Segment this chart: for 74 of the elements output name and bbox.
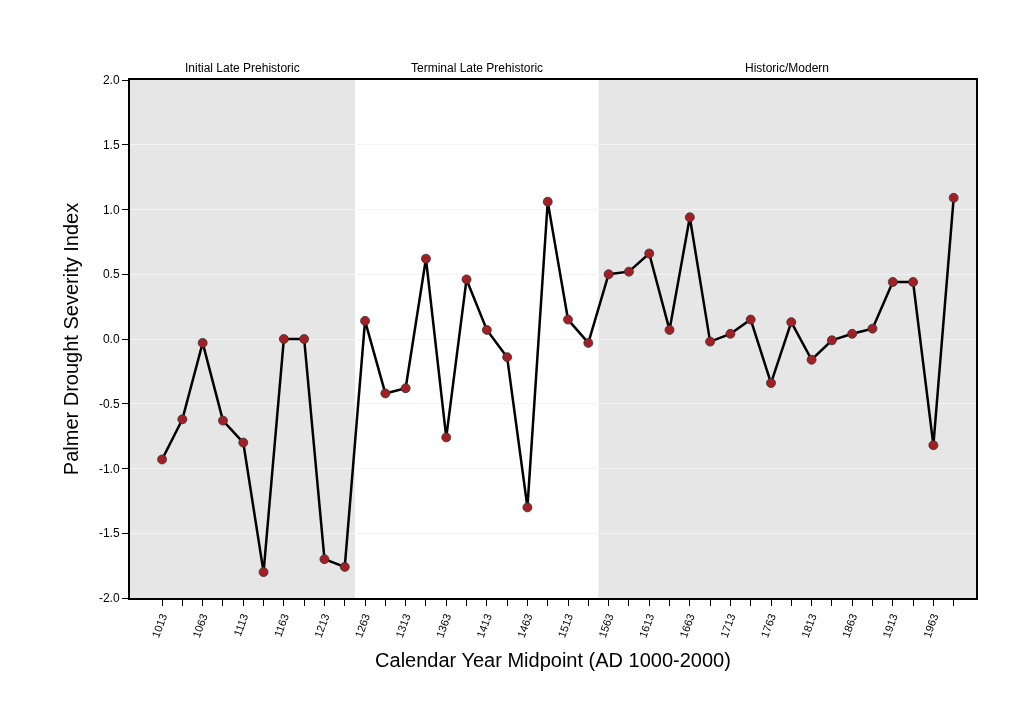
point <box>826 335 837 346</box>
x-tick-label: 1613 <box>636 612 657 640</box>
x-tick-label: 1913 <box>880 612 900 640</box>
point <box>360 315 370 326</box>
point <box>928 440 939 451</box>
point <box>766 378 776 388</box>
point <box>867 323 878 334</box>
point <box>603 269 614 280</box>
band-label: Initial Late Prehistoric <box>185 61 300 75</box>
x-tick-label: 1063 <box>190 612 210 640</box>
x-tick-label: 1413 <box>474 612 494 640</box>
point <box>522 502 533 513</box>
y-axis-title: Palmer Drought Severity Index <box>59 202 82 476</box>
x-tick-label: 1713 <box>717 612 738 640</box>
x-tick-label: 1013 <box>149 612 170 640</box>
point <box>238 437 249 448</box>
point <box>339 562 350 572</box>
point <box>745 314 756 325</box>
point <box>177 414 188 425</box>
x-tick-label: 1163 <box>271 612 291 639</box>
point <box>319 554 330 565</box>
point <box>157 454 167 465</box>
point <box>684 212 695 223</box>
x-tick-label: 1313 <box>393 612 413 640</box>
point <box>461 274 472 285</box>
y-tick-label: 2.0 <box>102 73 120 88</box>
point <box>887 277 898 287</box>
x-tick-label: 1863 <box>839 612 860 640</box>
x-tick-label: 1363 <box>433 612 454 640</box>
y-tick-label: 0.0 <box>102 332 120 347</box>
point <box>786 317 797 328</box>
x-tick-label: 1813 <box>798 612 819 640</box>
point <box>400 383 411 394</box>
x-tick-label: 1563 <box>596 612 616 640</box>
point <box>421 253 431 264</box>
point <box>705 336 715 347</box>
point <box>258 567 269 577</box>
point <box>380 388 391 399</box>
point <box>664 325 675 335</box>
x-tick-label: 1763 <box>758 612 779 640</box>
point <box>278 334 289 344</box>
point <box>948 192 959 203</box>
point <box>847 328 858 339</box>
point <box>218 415 228 426</box>
point <box>583 337 594 348</box>
y-tick-label: -0.5 <box>98 396 120 411</box>
point <box>725 328 736 339</box>
y-tick-label: -1.0 <box>98 461 120 476</box>
point <box>299 334 310 344</box>
band-label: Historic/Modern <box>745 61 830 75</box>
point <box>644 248 655 259</box>
y-tick-label: -1.5 <box>98 526 120 541</box>
x-tick-label: 1213 <box>311 612 332 640</box>
x-axis-title: Calendar Year Midpoint (AD 1000-2000) <box>375 649 731 672</box>
x-tick-label: 1513 <box>555 612 576 640</box>
y-tick-label: 1.0 <box>102 202 120 217</box>
point <box>908 277 918 287</box>
point <box>441 432 452 443</box>
y-tick-label: -2.0 <box>98 591 120 606</box>
point <box>197 337 208 348</box>
x-tick-label: 1963 <box>920 612 941 640</box>
point <box>624 266 634 277</box>
text: Terminal Late Prehistoric <box>411 61 544 75</box>
x-tick-label: 1113 <box>231 612 251 638</box>
point <box>481 325 492 335</box>
x-tick-label: 1263 <box>352 612 373 640</box>
y-tick-label: 1.5 <box>102 137 120 152</box>
point <box>542 196 553 207</box>
point <box>563 314 573 325</box>
x-tick-label: 1463 <box>514 612 535 640</box>
point <box>502 352 513 363</box>
x-tick-label: 1663 <box>677 612 697 640</box>
point <box>806 354 817 365</box>
y-tick-label: 0.5 <box>102 267 120 282</box>
